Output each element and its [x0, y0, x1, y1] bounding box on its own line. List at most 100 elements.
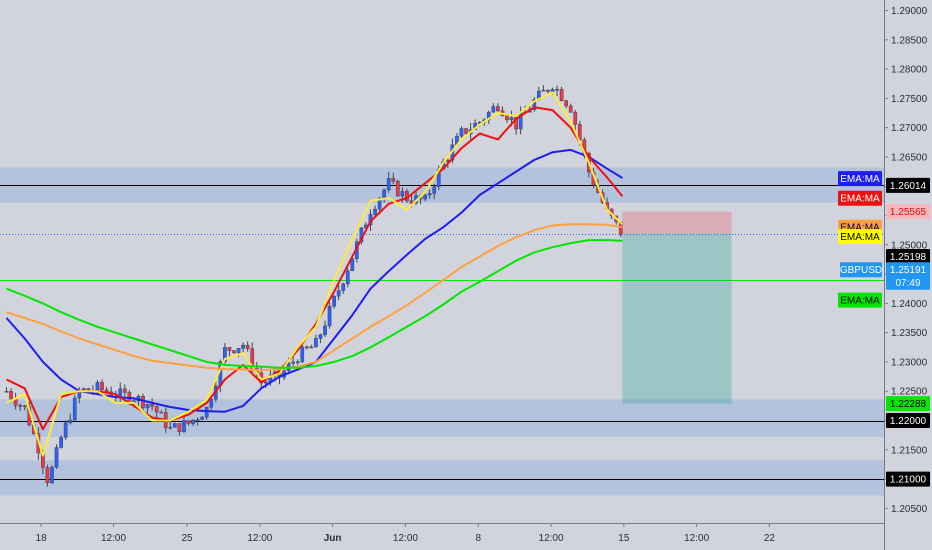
candle-body: [568, 105, 573, 113]
ema-line: [6, 223, 623, 372]
candle-body: [45, 467, 50, 484]
ema-line: [6, 106, 624, 431]
candle-body: [141, 395, 145, 409]
candle-body: [332, 295, 336, 307]
price-label-text: EMA:MA: [840, 194, 880, 205]
reward-zone: [622, 233, 732, 404]
candle-body: [72, 397, 77, 421]
candle-body: [295, 361, 300, 364]
time-tick-label: 12:00: [539, 533, 564, 544]
candle-body: [564, 100, 568, 107]
candle-body: [300, 346, 305, 363]
price-tick-label: 1.23000: [891, 357, 928, 368]
candle-body: [204, 406, 209, 418]
candle-body: [145, 404, 150, 409]
candle-body: [514, 117, 518, 130]
price-tick-label: 1.27000: [891, 123, 928, 134]
candle-body: [427, 193, 432, 196]
candle-body: [341, 283, 346, 291]
price-label-bg: [886, 471, 930, 487]
candle-body: [77, 389, 82, 399]
time-tick-label: 12:00: [684, 533, 709, 544]
ema-line: [6, 91, 624, 457]
price-tick-label: 1.27500: [891, 94, 928, 105]
ema-line: [6, 239, 623, 369]
candle-body: [168, 426, 173, 429]
candle-body: [22, 405, 27, 408]
candle-body: [68, 419, 73, 424]
time-tick-label: 15: [618, 533, 630, 544]
price-label-text: GBPUSD: [840, 265, 882, 276]
time-tick-label: 18: [36, 533, 48, 544]
candle-body: [100, 382, 104, 391]
candle-body: [186, 420, 191, 424]
candle-body: [250, 348, 255, 369]
candle-body: [314, 338, 318, 348]
candle-body: [546, 89, 550, 92]
candle-body: [323, 325, 327, 336]
candle-body: [177, 423, 182, 433]
candle-body: [195, 419, 200, 421]
candle-body: [327, 305, 332, 327]
candle-body: [4, 390, 9, 393]
candle-body: [86, 388, 91, 391]
candle-body: [122, 388, 127, 393]
price-label-bg: [886, 249, 930, 265]
candle-body: [9, 391, 13, 400]
candle-body: [432, 186, 437, 194]
ema-lines: [5, 91, 624, 457]
candle-body: [336, 290, 341, 297]
candle-body: [18, 405, 22, 407]
candle-body: [459, 128, 464, 137]
candle-body: [555, 88, 559, 91]
price-label-text: EMA:MA: [840, 296, 880, 307]
price-tick-label: 1.22500: [891, 387, 928, 398]
candle-body: [550, 89, 555, 92]
candle-body: [505, 115, 509, 121]
candle-body: [223, 347, 227, 363]
candle-body: [559, 88, 564, 102]
time-axis-background: [0, 523, 932, 550]
price-label-bg: [886, 274, 930, 290]
candle-body: [345, 270, 350, 285]
candle-body: [304, 346, 309, 349]
risk-zone: [622, 211, 732, 234]
price-tick-label: 1.26500: [891, 152, 928, 163]
candle-body: [54, 447, 59, 468]
candle-body: [182, 420, 186, 433]
time-axis-ticks: 18 12:00 25 12:00 Jun 12:00 8 12:00 15 12:00 22: [36, 523, 776, 544]
candle-body: [159, 411, 164, 414]
price-label-text: 1.22000: [890, 416, 927, 427]
price-label-bg: [886, 413, 930, 429]
price-label-text: EMA:MA: [840, 223, 880, 234]
price-label-bg: [838, 292, 882, 308]
candle-body: [200, 416, 205, 420]
candle-body: [509, 117, 514, 121]
price-label-bg: [840, 262, 882, 278]
candle-body: [395, 180, 400, 197]
price-label-bg: [838, 229, 882, 245]
price-label-bg: [886, 262, 930, 278]
short-position-tool[interactable]: [622, 211, 732, 404]
candle-body: [291, 361, 295, 364]
price-tick-label: 1.28500: [891, 35, 928, 46]
candle-body: [241, 344, 245, 349]
price-label-text: 1.21000: [890, 475, 927, 486]
candle-body: [491, 106, 496, 113]
price-label-bg: [838, 190, 882, 206]
candle-body: [264, 381, 268, 384]
candle-body: [82, 388, 86, 391]
price-tick-label: 1.23500: [891, 328, 928, 339]
price-tick-label: 1.28000: [891, 65, 928, 76]
time-tick-label: 22: [764, 533, 776, 544]
price-label-text: 1.25565: [890, 207, 927, 218]
price-tick-label: 1.24000: [891, 299, 928, 310]
price-label-text: 1.25191: [890, 265, 927, 276]
time-tick-label: 8: [475, 533, 481, 544]
price-tick-label: 1.25000: [891, 240, 928, 251]
candle-body: [150, 404, 154, 407]
candle-body: [423, 194, 427, 200]
price-label-text: 1.25198: [890, 252, 927, 263]
price-label-bg: [886, 204, 930, 220]
